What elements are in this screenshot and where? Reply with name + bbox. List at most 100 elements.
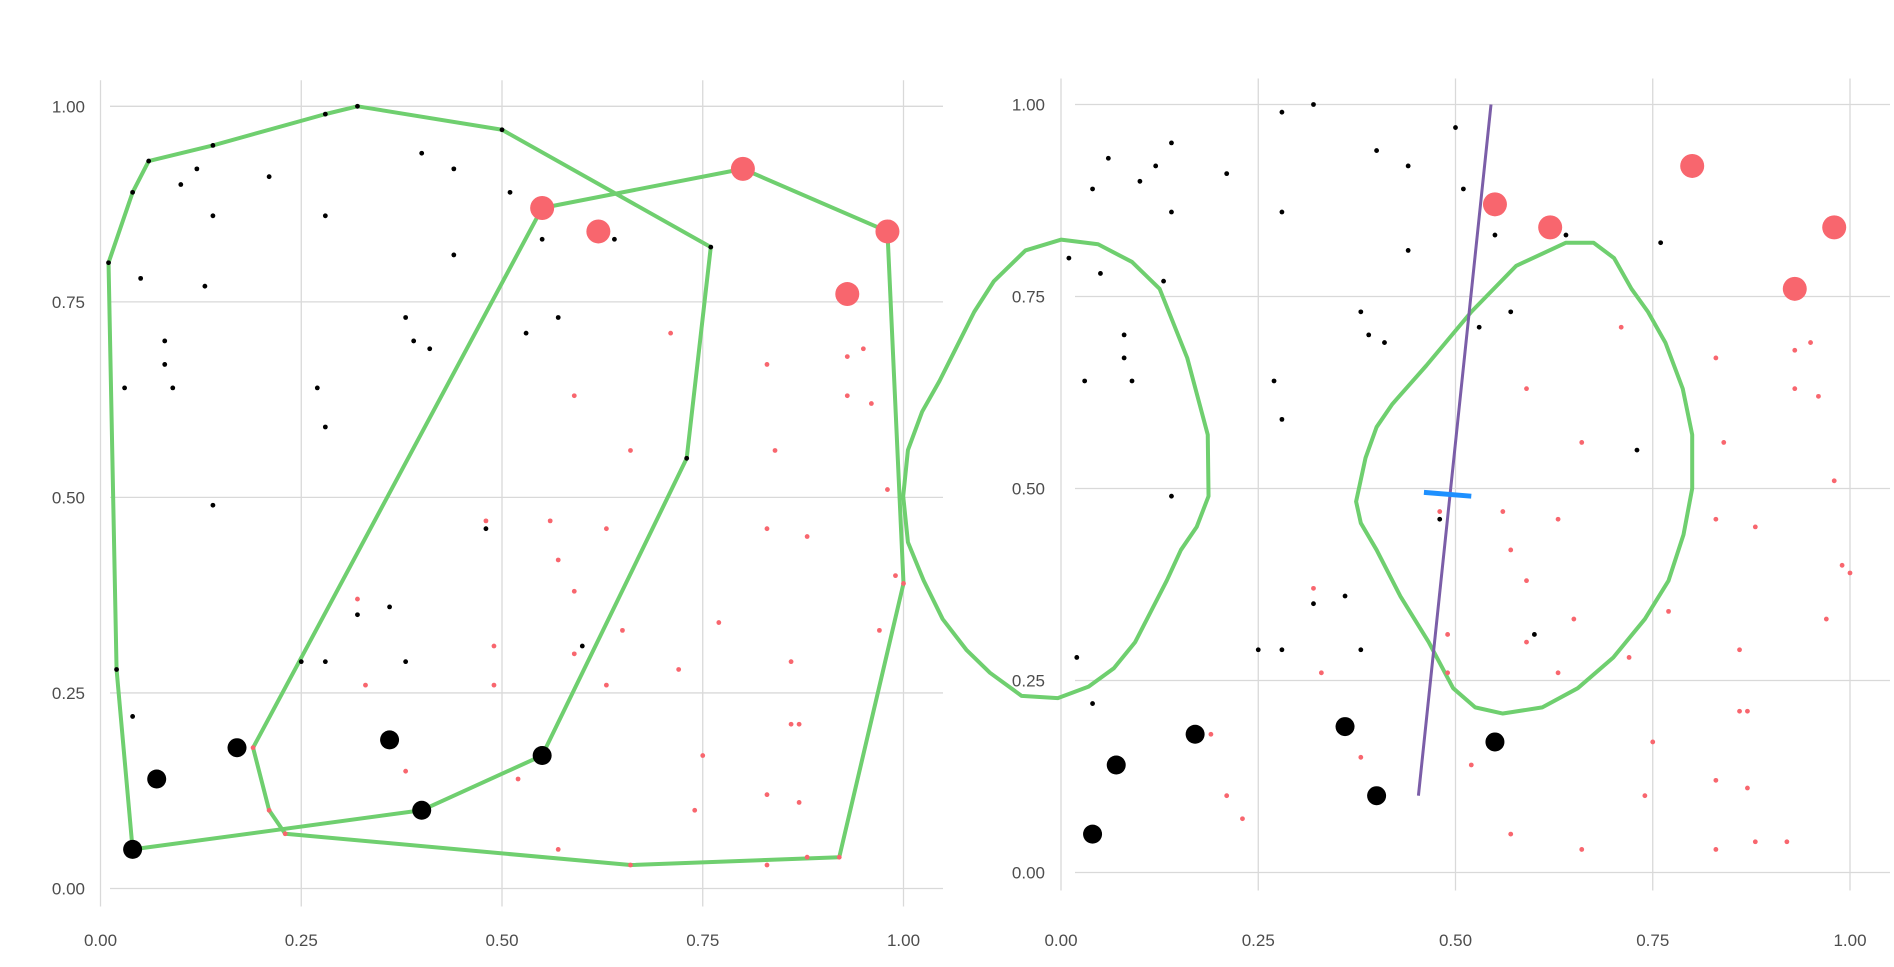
data-point bbox=[1721, 440, 1727, 445]
data-point bbox=[355, 596, 360, 602]
data-point bbox=[266, 807, 272, 813]
data-point bbox=[194, 166, 200, 172]
data-point bbox=[1358, 309, 1364, 315]
data-point bbox=[1822, 215, 1847, 240]
data-point bbox=[571, 651, 577, 657]
data-point bbox=[1342, 593, 1348, 599]
points bbox=[1066, 102, 1853, 852]
data-point bbox=[1437, 516, 1443, 522]
data-point bbox=[1066, 255, 1072, 261]
data-point bbox=[1405, 248, 1411, 253]
regions bbox=[106, 104, 906, 868]
data-point bbox=[788, 721, 794, 727]
data-point bbox=[1713, 355, 1719, 361]
regions bbox=[901, 237, 1695, 716]
data-point bbox=[1121, 332, 1127, 338]
data-point bbox=[322, 111, 328, 117]
data-point bbox=[314, 385, 320, 391]
x-tick-label: 0.50 bbox=[485, 931, 518, 950]
data-point bbox=[668, 330, 674, 336]
data-point bbox=[1279, 416, 1285, 422]
data-point bbox=[1476, 324, 1482, 330]
data-point bbox=[1808, 340, 1813, 345]
data-point bbox=[1318, 670, 1324, 676]
data-point bbox=[412, 800, 432, 820]
x-tick-label: 0.00 bbox=[1044, 931, 1077, 950]
data-point bbox=[804, 854, 810, 860]
data-point bbox=[539, 236, 545, 242]
data-point bbox=[1752, 839, 1758, 845]
data-point bbox=[1737, 647, 1742, 653]
data-point bbox=[130, 714, 136, 719]
data-point bbox=[772, 448, 778, 453]
data-point bbox=[130, 189, 136, 195]
data-point bbox=[483, 518, 489, 524]
data-point bbox=[764, 792, 770, 798]
data-point bbox=[210, 213, 216, 219]
data-point bbox=[491, 643, 497, 649]
data-point bbox=[1208, 731, 1214, 737]
data-point bbox=[1784, 839, 1790, 845]
data-point bbox=[1555, 516, 1561, 522]
data-point bbox=[1508, 309, 1514, 315]
data-point bbox=[555, 557, 561, 563]
data-point bbox=[1240, 816, 1245, 822]
data-point bbox=[716, 620, 722, 625]
data-point bbox=[1366, 332, 1372, 338]
data-point bbox=[1445, 670, 1451, 676]
data-point bbox=[612, 236, 617, 242]
data-point bbox=[1082, 378, 1088, 384]
data-point bbox=[1129, 378, 1135, 384]
data-point bbox=[106, 260, 111, 266]
data-point bbox=[1279, 109, 1285, 115]
left-panel-convex-hulls: 0.00 0.25 0.50 0.75 1.00 0.00 0.25 0.50 0.75 1.00 bbox=[52, 80, 943, 950]
data-point bbox=[1437, 509, 1443, 514]
data-point bbox=[1532, 632, 1537, 637]
data-point bbox=[210, 502, 216, 508]
y-tick-label: 0.75 bbox=[1012, 288, 1045, 307]
data-point bbox=[1382, 340, 1387, 345]
points bbox=[106, 103, 906, 868]
data-point bbox=[1169, 209, 1174, 215]
x-tick-label: 0.50 bbox=[1439, 931, 1472, 950]
data-point bbox=[835, 282, 860, 307]
data-point bbox=[796, 800, 802, 805]
data-point bbox=[1524, 639, 1529, 645]
data-point bbox=[1161, 278, 1166, 284]
data-point bbox=[114, 667, 119, 672]
data-point bbox=[1121, 355, 1127, 361]
data-point bbox=[1098, 271, 1103, 276]
data-point bbox=[1642, 793, 1648, 799]
data-point bbox=[1105, 155, 1111, 161]
decision-boundary bbox=[1416, 104, 1493, 796]
data-point bbox=[1555, 670, 1561, 676]
data-point bbox=[547, 518, 553, 524]
data-point bbox=[764, 526, 770, 532]
data-point bbox=[788, 659, 794, 665]
data-point bbox=[1074, 655, 1080, 660]
data-point bbox=[1468, 762, 1474, 768]
data-point bbox=[1367, 786, 1387, 806]
data-point bbox=[764, 362, 770, 367]
data-point bbox=[764, 862, 770, 868]
data-point bbox=[1090, 701, 1095, 706]
data-point bbox=[122, 385, 127, 391]
y-tick-label: 0.00 bbox=[52, 880, 85, 899]
data-point bbox=[1752, 524, 1758, 530]
data-point bbox=[1374, 148, 1379, 153]
data-point bbox=[1816, 393, 1821, 399]
data-point bbox=[1634, 447, 1640, 453]
data-point bbox=[1666, 608, 1671, 614]
data-point bbox=[499, 127, 505, 133]
data-point bbox=[1579, 440, 1585, 445]
data-point bbox=[796, 721, 802, 727]
x-tick-label: 0.25 bbox=[1242, 931, 1275, 950]
data-point bbox=[1831, 478, 1837, 484]
data-point bbox=[1083, 824, 1103, 844]
data-point bbox=[1713, 847, 1719, 852]
data-point bbox=[804, 534, 810, 539]
data-point bbox=[1658, 240, 1664, 246]
data-point bbox=[1358, 754, 1364, 760]
data-point bbox=[1090, 186, 1095, 192]
